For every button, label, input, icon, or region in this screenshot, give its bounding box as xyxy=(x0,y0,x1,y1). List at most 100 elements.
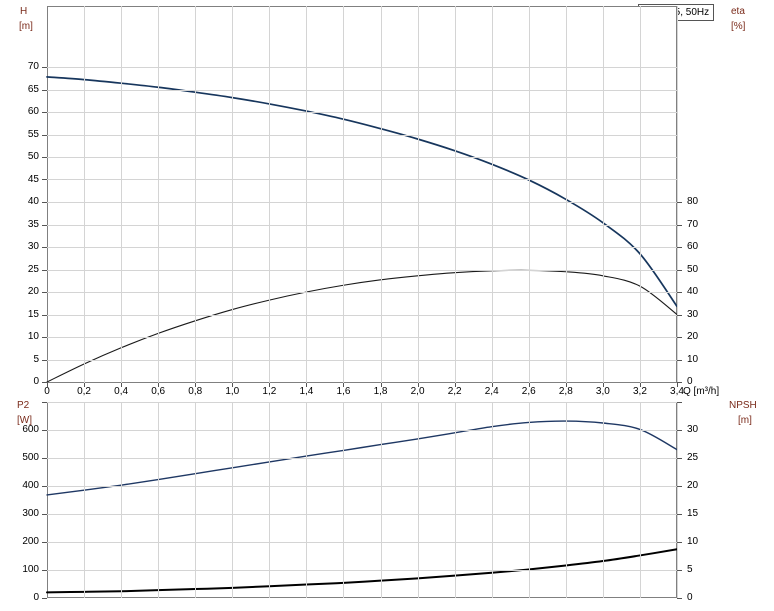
top-left-tick-label: 60 xyxy=(27,106,39,117)
top-grid-vline xyxy=(121,6,122,383)
x-tick-mark xyxy=(84,383,85,387)
bottom-right-tick-mark-35 xyxy=(677,402,682,403)
x-tick-label: 1,0 xyxy=(225,386,240,397)
top-left-tick-label: 20 xyxy=(27,286,39,297)
top-left-tick-label: 10 xyxy=(27,331,39,342)
top-grid-hline xyxy=(47,179,677,180)
top-left-tick-mark xyxy=(42,179,47,180)
top-chart-panel: H [m] eta [%] SQ 2-55, 50Hz Q [m³/h] 051… xyxy=(19,4,746,397)
x-tick-mark xyxy=(158,383,159,387)
top-left-tick-mark xyxy=(42,247,47,248)
top-left-tick-mark xyxy=(42,382,47,383)
bottom-left-tick-label: 400 xyxy=(22,480,39,491)
x-tick-mark xyxy=(121,383,122,387)
bottom-right-tick-label: 30 xyxy=(687,424,699,435)
top-left-tick-label: 35 xyxy=(27,218,39,230)
x-tick-label: 0,4 xyxy=(114,386,129,397)
top-right-tick-label: 60 xyxy=(687,241,699,252)
x-tick-mark xyxy=(232,383,233,387)
bottom-grid-vline xyxy=(269,402,270,598)
top-left-tick-label: 15 xyxy=(27,308,39,320)
top-grid-hline xyxy=(47,112,677,113)
x-tick-label: 3,0 xyxy=(595,386,610,397)
x-tick-mark xyxy=(269,383,270,387)
top-grid-vline xyxy=(677,6,678,383)
bottom-left-tick-mark xyxy=(42,570,47,571)
x-tick-label: 1,4 xyxy=(299,386,314,397)
bottom-right-axis-unit: [m] xyxy=(738,415,752,427)
bottom-grid-vline xyxy=(158,402,159,598)
top-left-tick-mark xyxy=(42,157,47,158)
bottom-right-tick-label: 20 xyxy=(687,480,699,491)
bottom-grid-vline xyxy=(418,402,419,598)
bottom-right-tick-mark xyxy=(677,486,682,487)
x-tick-mark xyxy=(455,383,456,387)
top-left-axis-label: H xyxy=(20,6,27,18)
bottom-left-tick-label: 600 xyxy=(22,424,39,435)
top-grid-vline xyxy=(232,6,233,383)
top-grid-vline xyxy=(306,6,307,383)
top-left-tick-label: 5 xyxy=(33,353,39,365)
top-grid-hline xyxy=(47,247,677,248)
bottom-left-tick-mark xyxy=(42,514,47,515)
x-axis-label-text: Q [m³/h] xyxy=(683,386,720,397)
bottom-left-tick-mark xyxy=(42,598,47,599)
bottom-left-tick-mark-700 xyxy=(42,402,47,403)
bottom-left-tick-mark xyxy=(42,486,47,487)
top-left-tick-mark xyxy=(42,292,47,293)
top-grid-hline xyxy=(47,270,677,271)
x-tick-label: 1,2 xyxy=(262,386,277,397)
bottom-grid-hline xyxy=(47,486,677,487)
bottom-right-tick-mark xyxy=(677,542,682,543)
power-curve xyxy=(46,420,678,496)
bottom-left-axis-label: P2 xyxy=(17,400,29,412)
top-right-tick-mark xyxy=(677,337,682,338)
bottom-grid-vline xyxy=(121,402,122,598)
top-grid-vline xyxy=(269,6,270,383)
bottom-right-tick-mark xyxy=(677,598,682,599)
x-tick-mark xyxy=(492,383,493,387)
top-right-axis-unit-text: [%] xyxy=(731,21,746,32)
bottom-right-tick-label: 0 xyxy=(687,592,693,603)
bottom-right-tick-mark xyxy=(677,458,682,459)
bottom-left-tick-label: 100 xyxy=(22,564,39,575)
top-grid-hline xyxy=(47,67,677,68)
x-tick-label: 0,2 xyxy=(77,386,91,397)
top-right-tick-label: 0 xyxy=(687,376,693,387)
top-left-tick-mark xyxy=(42,90,47,91)
x-tick-mark xyxy=(47,383,48,387)
bottom-grid-vline xyxy=(603,402,604,598)
top-right-tick-label: 20 xyxy=(687,331,699,342)
x-tick-label: 2,0 xyxy=(410,386,425,397)
top-left-tick-label: 30 xyxy=(27,241,39,252)
bottom-right-tick-label: 10 xyxy=(687,536,699,547)
top-grid-vline xyxy=(158,6,159,383)
x-tick-label: 0,6 xyxy=(151,386,166,397)
top-grid-vline xyxy=(84,6,85,383)
bottom-grid-hline xyxy=(47,570,677,571)
top-grid-hline xyxy=(47,315,677,316)
top-grid-vline xyxy=(603,6,604,383)
efficiency-curve xyxy=(46,269,678,383)
top-left-tick-mark xyxy=(42,270,47,271)
bottom-grid-hline xyxy=(47,514,677,515)
npsh-curve xyxy=(46,548,678,594)
bottom-right-tick-mark xyxy=(677,514,682,515)
bottom-left-tick-label: 500 xyxy=(22,452,39,463)
top-left-axis-name: H xyxy=(20,6,28,17)
x-tick-mark xyxy=(640,383,641,387)
bottom-grid-hline xyxy=(47,542,677,543)
top-left-axis-unit-text: [m] xyxy=(19,21,33,32)
top-left-tick-label: 50 xyxy=(27,151,39,162)
top-left-tick-label: 70 xyxy=(27,61,39,72)
top-right-tick-mark xyxy=(677,247,682,248)
bottom-left-axis-unit-text: [W] xyxy=(17,415,32,426)
top-grid-vline xyxy=(492,6,493,383)
bottom-left-tick-mark xyxy=(42,458,47,459)
top-left-tick-label: 0 xyxy=(33,376,39,387)
x-tick-mark xyxy=(566,383,567,387)
top-right-tick-mark xyxy=(677,360,682,361)
x-tick-label: 1,6 xyxy=(336,386,351,397)
top-left-tick-mark xyxy=(42,337,47,338)
